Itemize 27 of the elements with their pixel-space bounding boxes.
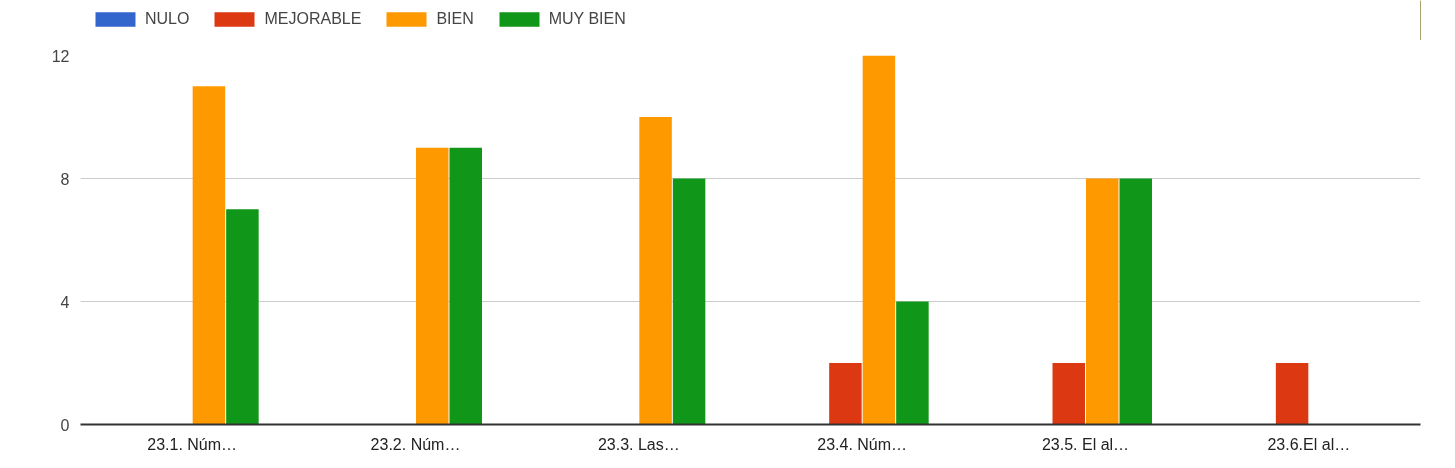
bar: [226, 209, 259, 425]
y-tick-label: 8: [60, 170, 70, 188]
bar: [862, 55, 896, 425]
bar: [829, 363, 862, 425]
legend-label: MUY BIEN: [548, 10, 626, 28]
x-tick-label: 23.3. Las…: [597, 435, 680, 453]
legend-label: MEJORABLE: [264, 10, 362, 28]
x-tick-label: 23.1. Núm…: [147, 435, 238, 453]
legend-label: BIEN: [436, 10, 474, 28]
legend-label: NULO: [145, 10, 190, 28]
bar: [672, 178, 706, 425]
x-tick-label: 23.4. Núm…: [817, 435, 908, 453]
bar: [896, 301, 929, 425]
bar: [416, 147, 449, 425]
x-tick-label: 23.5. El al…: [1041, 435, 1130, 453]
bar: [1086, 178, 1119, 425]
x-tick-label: 23.2. Núm…: [370, 435, 461, 453]
x-tick-label: 23.6.El al…: [1267, 435, 1351, 453]
y-tick-label: 4: [60, 293, 70, 311]
bar: [639, 117, 672, 425]
bar: [192, 86, 226, 425]
bar: [449, 147, 482, 425]
y-tick-label: 0: [60, 416, 70, 434]
y-tick-label: 12: [51, 47, 70, 65]
bar: [1119, 178, 1152, 425]
bar: [1052, 363, 1085, 425]
bar: [1275, 363, 1309, 425]
